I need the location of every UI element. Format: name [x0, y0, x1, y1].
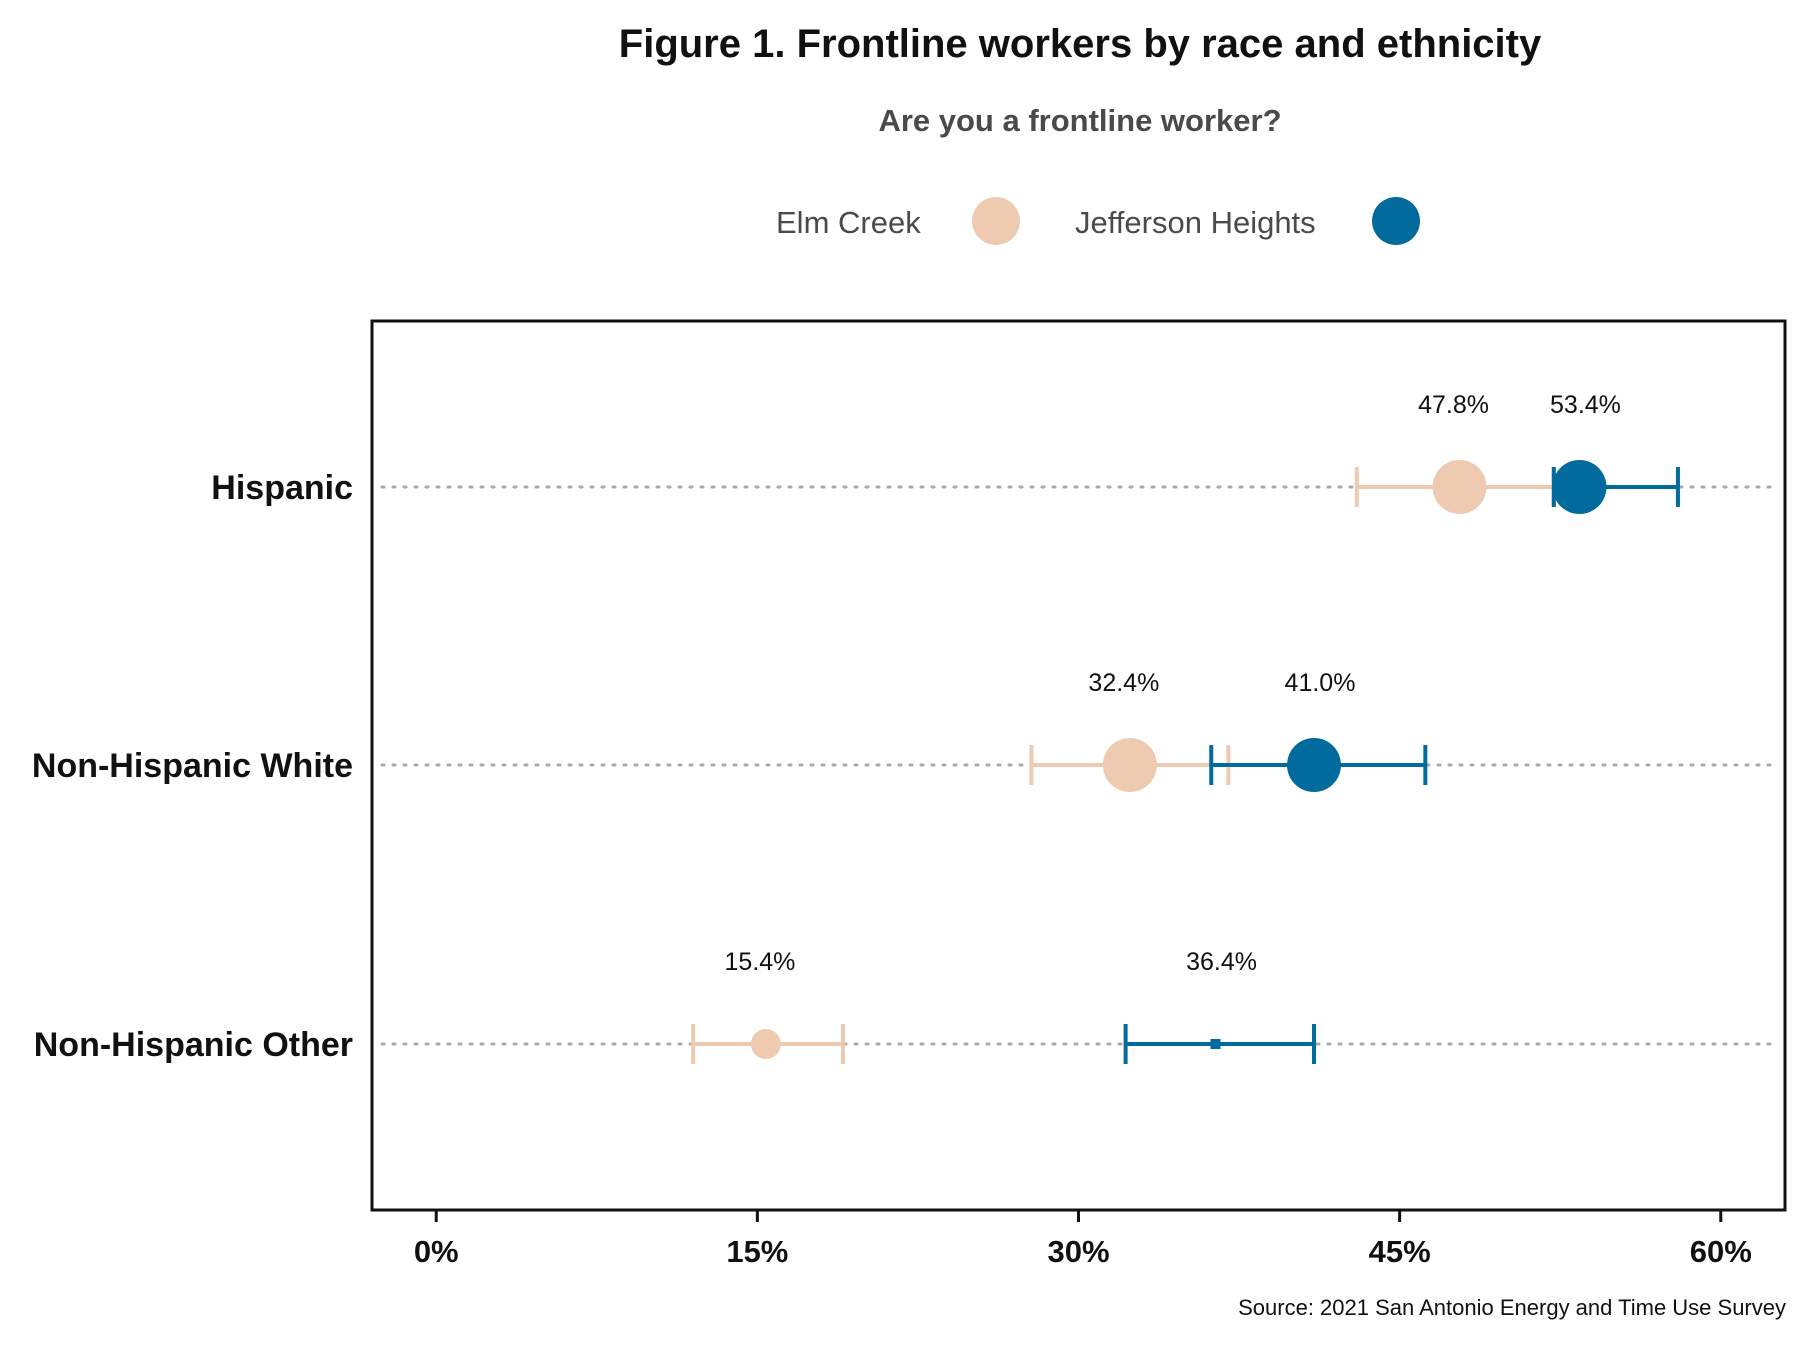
- value-label-jefferson-heights-hispanic: 53.4%: [1550, 391, 1621, 419]
- x-tick-label-15: 15%: [726, 1234, 788, 1269]
- point-jefferson-heights-non-hispanic-other: [1210, 1039, 1221, 1049]
- value-label-jefferson-heights-non-hispanic-white: 41.0%: [1285, 669, 1356, 697]
- plot-border: [370, 319, 1787, 1212]
- x-tick-label-60: 60%: [1690, 1234, 1752, 1269]
- x-tick-label-0: 0%: [414, 1234, 459, 1269]
- x-tick-label-45: 45%: [1369, 1234, 1431, 1269]
- chart-title: Figure 1. Frontline workers by race and …: [618, 22, 1542, 66]
- y-label-non-hispanic-other: Non-Hispanic Other: [34, 1026, 353, 1064]
- value-label-jefferson-heights-non-hispanic-other: 36.4%: [1186, 948, 1257, 976]
- point-elm-creek-hispanic: [1432, 460, 1487, 514]
- chart-subtitle: Are you a frontline worker?: [878, 103, 1282, 138]
- y-label-non-hispanic-white: Non-Hispanic White: [32, 747, 353, 785]
- legend-dot-elm-creek: [972, 197, 1020, 245]
- legend-dot-jefferson-heights: [1372, 197, 1420, 245]
- x-tick-label-30: 30%: [1047, 1234, 1109, 1269]
- value-label-elm-creek-non-hispanic-white: 32.4%: [1088, 669, 1159, 697]
- legend-label-jefferson-heights: Jefferson Heights: [1075, 205, 1316, 240]
- point-elm-creek-non-hispanic-other: [750, 1029, 781, 1059]
- point-elm-creek-non-hispanic-white: [1102, 738, 1157, 792]
- y-label-hispanic: Hispanic: [211, 469, 353, 507]
- legend-label-elm-creek: Elm Creek: [776, 205, 921, 240]
- value-label-elm-creek-hispanic: 47.8%: [1418, 391, 1489, 419]
- value-label-elm-creek-non-hispanic-other: 15.4%: [724, 948, 795, 976]
- point-jefferson-heights-non-hispanic-white: [1287, 738, 1341, 792]
- point-jefferson-heights-hispanic: [1552, 460, 1607, 514]
- source-note: Source: 2021 San Antonio Energy and Time…: [1238, 1295, 1786, 1320]
- legend: Elm Creek Jefferson Heights: [0, 193, 1800, 263]
